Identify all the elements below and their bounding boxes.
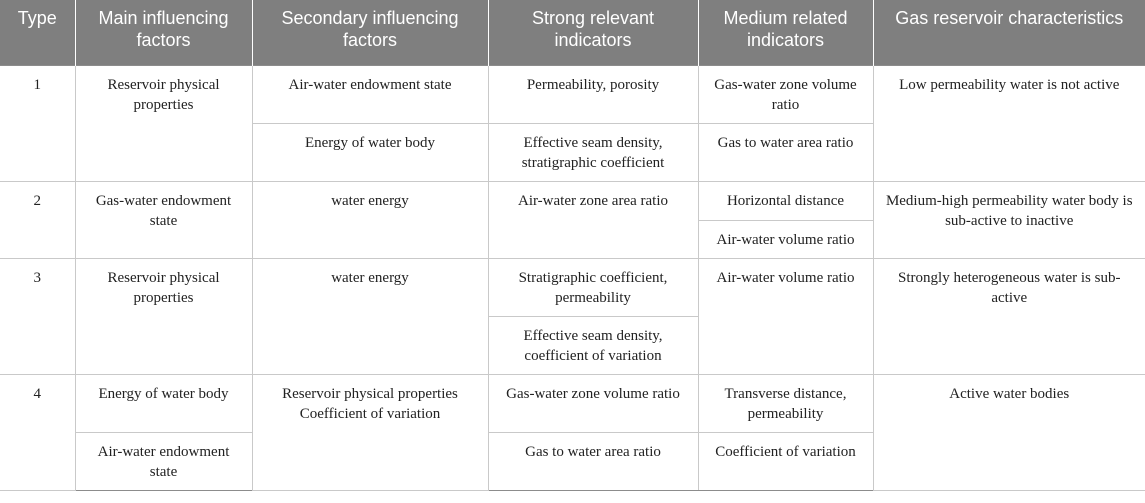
secondary-factor-cell: water energy [252, 257, 489, 375]
header-medium-indicators: Medium related indicators [698, 0, 874, 65]
main-factor-cell: Air-water endowment state [75, 432, 253, 491]
table-row: 4 Energy of water body Reservoir physica… [0, 373, 1145, 491]
strong-indicator-cell: Effective seam density, stratigraphic co… [488, 123, 699, 182]
medium-indicator-cell: Horizontal distance [698, 180, 874, 221]
secondary-factor-cell: Energy of water body [252, 123, 489, 182]
secondary-factor-cell: Air-water endowment state [252, 64, 489, 124]
strong-indicator-cell: Gas-water zone volume ratio [488, 373, 699, 433]
table-row: 2 Gas-water endowment state water energy… [0, 180, 1145, 259]
influencing-factors-table: Type Main influencing factors Secondary … [0, 0, 1145, 491]
type-cell: 1 [0, 64, 76, 182]
type-cell: 4 [0, 373, 76, 491]
strong-indicator-cell: Stratigraphic coefficient, permeability [488, 257, 699, 317]
table-row: 3 Reservoir physical properties water en… [0, 257, 1145, 375]
table-row: 1 Reservoir physical properties Air-wate… [0, 64, 1145, 182]
strong-indicator-cell: Air-water zone area ratio [488, 180, 699, 259]
header-row: Type Main influencing factors Secondary … [0, 0, 1145, 65]
header-secondary-factors: Secondary influencing factors [252, 0, 489, 65]
header-strong-indicators: Strong relevant indicators [488, 0, 699, 65]
strong-indicator-cell: Effective seam density, coefficient of v… [488, 316, 699, 375]
header-main-factors: Main influencing factors [75, 0, 253, 65]
strong-indicator-cell: Gas to water area ratio [488, 432, 699, 491]
characteristics-cell: Medium-high permeability water body is s… [873, 180, 1145, 259]
medium-indicator-cell: Coefficient of variation [698, 432, 874, 491]
medium-indicator-cell: Air-water volume ratio [698, 220, 874, 259]
type-cell: 2 [0, 180, 76, 259]
header-reservoir-characteristics: Gas reservoir characteristics [873, 0, 1145, 65]
table-row: Energy of water body Effective seam dens… [0, 123, 1145, 182]
table-row: Effective seam density, coefficient of v… [0, 316, 1145, 375]
secondary-factor-cell: Reservoir physical properties Coefficien… [252, 373, 489, 491]
header-type: Type [0, 0, 76, 65]
main-factor-cell: Reservoir physical properties [75, 64, 253, 182]
main-factor-cell: Gas-water endowment state [75, 180, 253, 259]
table-row: Air-water endowment state Gas to water a… [0, 432, 1145, 491]
medium-indicator-cell: Air-water volume ratio [698, 257, 874, 375]
medium-indicator-cell: Transverse distance, permeability [698, 373, 874, 433]
characteristics-cell: Low permeability water is not active [873, 64, 1145, 182]
secondary-factor-cell: water energy [252, 180, 489, 259]
main-factor-cell: Reservoir physical properties [75, 257, 253, 375]
medium-indicator-cell: Gas-water zone volume ratio [698, 64, 874, 124]
main-factor-cell: Energy of water body [75, 373, 253, 433]
strong-indicator-cell: Permeability, porosity [488, 64, 699, 124]
type-cell: 3 [0, 257, 76, 375]
characteristics-cell: Active water bodies [873, 373, 1145, 491]
medium-indicator-cell: Gas to water area ratio [698, 123, 874, 182]
characteristics-cell: Strongly heterogeneous water is sub-acti… [873, 257, 1145, 375]
